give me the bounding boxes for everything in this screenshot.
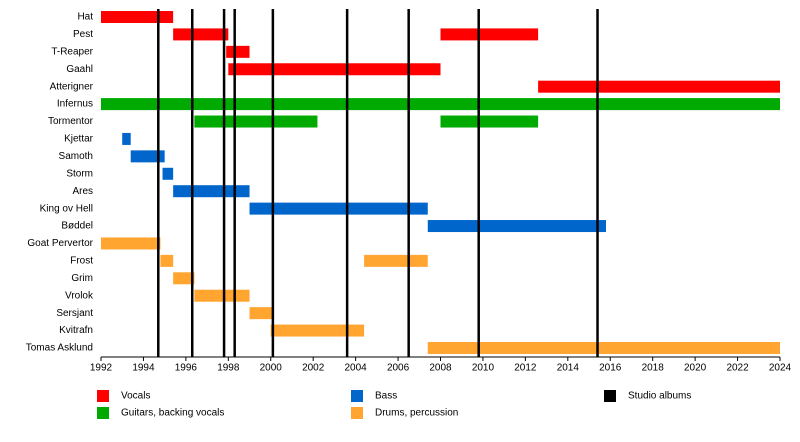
member-label: Pest	[73, 29, 93, 40]
member-label: Gaahl	[66, 64, 93, 75]
member-bar	[130, 150, 165, 163]
member-label: Vrolok	[65, 290, 94, 301]
member-label: Kjettar	[64, 134, 94, 145]
member-label: Grim	[71, 273, 93, 284]
member-bar	[101, 237, 161, 250]
x-tick-label: 1992	[90, 363, 113, 374]
x-tick-label: 2004	[345, 363, 368, 374]
member-bar	[538, 80, 780, 93]
legend-label: Guitars, backing vocals	[121, 408, 224, 419]
member-label: Kvitrafn	[59, 325, 93, 336]
legend-swatch	[604, 390, 616, 402]
x-tick-label: 2024	[769, 363, 792, 374]
member-label: Tormentor	[48, 116, 94, 127]
member-label: Bøddel	[61, 221, 93, 232]
x-tick-label: 2014	[557, 363, 580, 374]
member-bar	[249, 202, 428, 215]
member-label: Hat	[77, 12, 93, 23]
legend-label: Drums, percussion	[375, 408, 458, 419]
legend-label: Bass	[375, 391, 397, 402]
member-bar	[160, 254, 174, 267]
member-bar	[226, 45, 250, 58]
x-tick-label: 1994	[132, 363, 155, 374]
member-label: Infernus	[57, 99, 93, 110]
member-bar	[427, 341, 780, 354]
member-bar	[173, 185, 250, 198]
legend-swatch	[351, 390, 363, 402]
member-label: Frost	[70, 256, 93, 267]
member-label: Ares	[72, 186, 93, 197]
member-bar	[122, 132, 131, 145]
member-label: Samoth	[59, 151, 93, 162]
x-tick-label: 1998	[217, 363, 240, 374]
x-tick-label: 2010	[472, 363, 495, 374]
x-tick-label: 2000	[260, 363, 283, 374]
member-bar	[364, 254, 428, 267]
member-bar	[270, 324, 365, 337]
x-tick-label: 2012	[514, 363, 537, 374]
member-bar	[173, 28, 229, 41]
x-tick-label: 2008	[429, 363, 452, 374]
member-label: Sersjant	[56, 308, 93, 319]
legend-swatch	[97, 390, 109, 402]
x-tick-label: 1996	[175, 363, 198, 374]
member-label: T-Reaper	[51, 46, 93, 57]
member-bar	[194, 115, 318, 128]
x-tick-label: 2020	[684, 363, 707, 374]
member-bar	[228, 63, 441, 76]
member-label: Storm	[66, 168, 93, 179]
member-bar	[101, 98, 780, 111]
x-tick-label: 2016	[599, 363, 622, 374]
legend-label: Studio albums	[628, 391, 691, 402]
member-bar	[194, 289, 250, 302]
member-label: King ov Hell	[40, 203, 93, 214]
x-tick-label: 2018	[642, 363, 665, 374]
member-bar	[249, 307, 273, 320]
x-tick-label: 2022	[726, 363, 749, 374]
x-tick-label: 2006	[387, 363, 410, 374]
member-bar	[162, 167, 174, 180]
legend-swatch	[97, 407, 109, 419]
legend-label: Vocals	[121, 391, 150, 402]
member-bar	[440, 115, 539, 128]
member-bar	[427, 220, 607, 233]
x-tick-label: 2002	[302, 363, 325, 374]
member-label: Tomas Asklund	[26, 343, 93, 354]
member-bar	[440, 28, 539, 41]
legend-swatch	[351, 407, 363, 419]
member-bar	[173, 272, 195, 285]
member-bar	[101, 11, 174, 23]
member-label: Goat Pervertor	[27, 238, 93, 249]
member-label: Atterigner	[50, 81, 94, 92]
